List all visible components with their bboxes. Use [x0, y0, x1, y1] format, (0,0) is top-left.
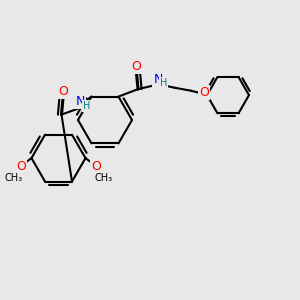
- Text: O: O: [16, 160, 26, 173]
- Text: CH₃: CH₃: [94, 173, 112, 183]
- Text: O: O: [199, 86, 209, 99]
- Text: H: H: [83, 100, 91, 111]
- Text: H: H: [160, 78, 167, 88]
- Text: O: O: [58, 85, 68, 98]
- Text: O: O: [132, 59, 141, 73]
- Text: N: N: [154, 73, 163, 86]
- Text: CH₃: CH₃: [4, 173, 22, 183]
- Text: N: N: [76, 94, 85, 108]
- Text: O: O: [91, 160, 101, 173]
